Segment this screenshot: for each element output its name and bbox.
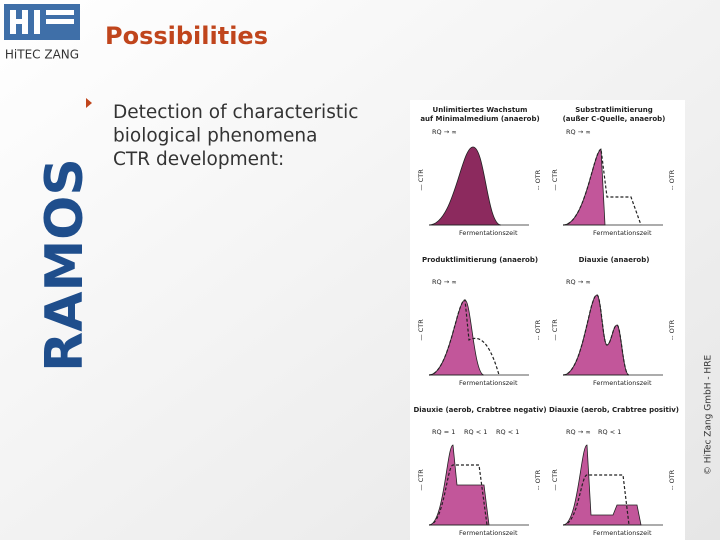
right-axis-label: -- OTR xyxy=(668,319,676,340)
curve-line xyxy=(428,299,500,376)
annotation: RQ = 1 xyxy=(432,428,455,436)
curve-fill xyxy=(428,444,490,526)
right-axis-label: -- OTR xyxy=(668,469,676,490)
annotation: RQ → ∞ xyxy=(566,278,591,286)
panel-title: Diauxie (aerob, Crabtree negativ) xyxy=(413,406,546,414)
logo-text: HiTEC ZANG xyxy=(5,48,79,62)
left-axis-label: — CTR xyxy=(417,319,425,341)
right-axis-label: -- OTR xyxy=(668,169,676,190)
x-axis-label: Fermentationszeit xyxy=(459,529,518,537)
curve-line xyxy=(562,474,630,526)
bullet-marker xyxy=(86,98,92,108)
curve-line xyxy=(428,464,488,526)
panel-title: Unlimitiertes Wachstum xyxy=(433,106,528,114)
panel-title: Substratlimitierung xyxy=(575,106,653,114)
panel-title: auf Minimalmedium (anaerob) xyxy=(420,115,539,123)
annotation: RQ → ∞ xyxy=(432,128,457,136)
bullet-line: Detection of characteristic xyxy=(113,102,358,123)
figure-background xyxy=(410,100,685,540)
x-axis-label: Fermentationszeit xyxy=(593,229,652,237)
panel: Diauxie (aerob, Crabtree positiv) — CTR --… xyxy=(549,406,679,537)
panel-title: Diauxie (anaerob) xyxy=(579,256,650,264)
bullet-line: biological phenomena xyxy=(113,126,317,147)
left-axis-label: — CTR xyxy=(551,169,559,191)
panel: Diauxie (anaerob) — CTR -- OTR Fermentation… xyxy=(551,256,676,387)
right-axis-label: -- OTR xyxy=(534,319,542,340)
x-axis-label: Fermentationszeit xyxy=(459,229,518,237)
right-axis-label: -- OTR xyxy=(534,169,542,190)
left-axis-label: — CTR xyxy=(417,469,425,491)
bullet-text: Detection of characteristic biological ph… xyxy=(113,102,358,170)
slide-title: Possibilities xyxy=(105,22,268,50)
x-axis-label: Fermentationszeit xyxy=(593,529,652,537)
bullet-line: CTR development: xyxy=(113,149,284,170)
panel: Substratlimitierung(außer C-Quelle, anae… xyxy=(551,106,676,237)
copyright: © HiTec Zang GmbH - HRE xyxy=(704,355,714,476)
x-axis-label: Fermentationszeit xyxy=(459,379,518,387)
annotation: RQ < 1 xyxy=(598,428,621,436)
sidebar-logo: RAMOS xyxy=(35,158,95,372)
curve-line xyxy=(562,294,630,376)
curve-line xyxy=(562,148,642,226)
curve-fill xyxy=(428,146,502,226)
annotation: RQ → ∞ xyxy=(432,278,457,286)
annotation: RQ → ∞ xyxy=(566,128,591,136)
left-axis-label: — CTR xyxy=(551,319,559,341)
curve-fill xyxy=(562,444,642,526)
annotation: RQ < 1 xyxy=(496,428,519,436)
annotation: RQ → ∞ xyxy=(566,428,591,436)
panel: Produktlimitierung (anaerob) — CTR -- OTR F… xyxy=(417,256,542,387)
panel-title: Diauxie (aerob, Crabtree positiv) xyxy=(549,406,679,414)
logo: HiTEC ZANG xyxy=(4,4,80,62)
x-axis-label: Fermentationszeit xyxy=(593,379,652,387)
panel-title: (außer C-Quelle, anaerob) xyxy=(563,115,666,123)
panel-title: Produktlimitierung (anaerob) xyxy=(422,256,538,264)
panel: Diauxie (aerob, Crabtree negativ) — CTR --… xyxy=(413,406,546,537)
right-axis-label: -- OTR xyxy=(534,469,542,490)
left-axis-label: — CTR xyxy=(551,469,559,491)
left-axis-label: — CTR xyxy=(417,169,425,191)
annotation: RQ < 1 xyxy=(464,428,487,436)
